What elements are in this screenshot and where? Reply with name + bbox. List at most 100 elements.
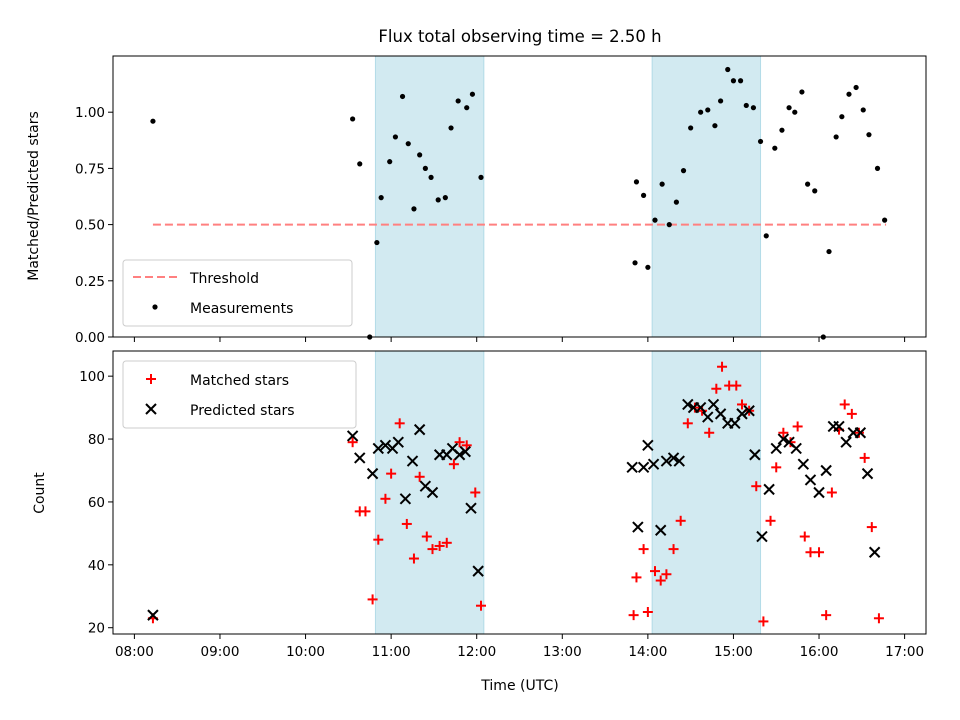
measurement-point [150,118,156,124]
matched-star-point [839,399,850,410]
matched-star-point [853,427,864,438]
predicted-star-point [392,436,404,448]
measurement-point [405,141,411,147]
matched-star-point [814,547,825,558]
matched-star-point [805,547,816,558]
matched-star-point [866,522,877,533]
predicted-star-point [472,565,484,577]
measurement-point [428,174,434,180]
matched-star-point [380,493,391,504]
matched-star-point [751,481,762,492]
measurement-point [387,159,393,165]
predicted-star-point [346,430,359,442]
measurement-point [853,84,859,91]
matched-star-point [367,594,378,605]
measurement-point [779,127,785,133]
predicted-star-point [694,401,707,414]
y-tick-label: 0.75 [75,161,105,177]
measurement-point [812,188,818,194]
matched-star-point [731,380,742,391]
measurement-point [442,195,448,201]
measurement-point [435,197,441,203]
predicted-star-point [654,524,667,536]
predicted-star-point [777,433,790,445]
matched-star-point [347,437,358,448]
predicted-star-point [667,452,680,464]
predicted-star-point [854,427,867,439]
matched-star-point [846,408,857,419]
measurement-point [725,66,731,73]
measurement-point [826,248,832,255]
measurement-point [718,98,724,104]
matched-star-point [401,518,412,529]
measurement-point [786,105,792,111]
matched-star-point [821,610,832,621]
measurement-point [357,161,363,167]
matched-star-point [873,613,884,624]
x-tick-label: 13:00 [543,644,582,660]
measurement-point [417,152,423,158]
shaded-interval [374,350,485,635]
matched-star-point [826,487,837,498]
top-y-axis-label: Matched/Predicted stars [26,111,42,281]
matched-star-point [778,427,789,438]
matched-star-point [859,452,870,463]
predicted-star-point [453,449,466,461]
predicted-star-point [707,398,720,411]
matched-star-point [628,610,639,621]
matched-star-point [414,471,425,482]
predicted-star-point [770,442,782,455]
matched-star-point [682,418,693,429]
matched-star-point [373,534,384,545]
matched-star-point [386,468,397,479]
measurement-point [652,217,658,223]
legend-matched-swatch [146,374,156,384]
top-panel: 0.00 0.25 0.50 0.75 1.00 Matched/Predicted s… [26,55,927,346]
x-tick-label: 08:00 [115,644,154,660]
x-tick-label: 11:00 [372,644,411,660]
y-tick-label: 40 [88,558,105,574]
x-tick-label: 15:00 [714,644,753,660]
matched-star-point [631,572,642,583]
measurement-point [633,179,640,185]
measurement-point [455,98,461,104]
legend-box [122,360,357,429]
predicted-star-point [660,455,673,467]
predicted-star-point [366,467,379,480]
measurement-point [673,199,679,205]
matched-star-point [427,544,438,555]
predicted-star-point [632,521,644,533]
predicted-star-point [743,405,755,417]
measurement-point [688,125,694,131]
predicted-star-point [714,408,727,420]
predicted-star-point [399,493,412,505]
predicted-star-point [702,411,714,423]
predicted-star-point [763,483,775,496]
matched-star-point [360,506,371,517]
measurement-point [378,195,384,201]
y-tick-label: 0.50 [75,218,105,234]
predicted-star-point [682,398,694,411]
y-tick-label: 20 [88,621,105,637]
y-tick-label: 1.00 [75,105,105,121]
measurement-point [680,168,687,174]
bottom-panel-frame [112,350,927,635]
matched-star-point [650,566,660,577]
measurement-point [860,107,866,113]
measurement-point [874,165,881,171]
predicted-star-point [790,442,802,455]
matched-star-point [717,361,728,372]
matched-star-point [461,440,472,451]
measurement-point [866,132,872,138]
measurement-point [750,105,757,111]
y-tick-label: 80 [88,432,105,448]
bottom-y-axis-label: Count [32,472,48,514]
measurement-point [666,222,672,228]
x-tick-label: 12:00 [457,644,496,660]
predicted-star-point [372,442,385,455]
y-tick-label: 0.00 [75,330,105,346]
predicted-star-point [833,420,845,433]
matched-star-point [475,600,486,611]
matched-star-point [771,462,782,473]
top-legend: Threshold Measurements [122,259,353,327]
